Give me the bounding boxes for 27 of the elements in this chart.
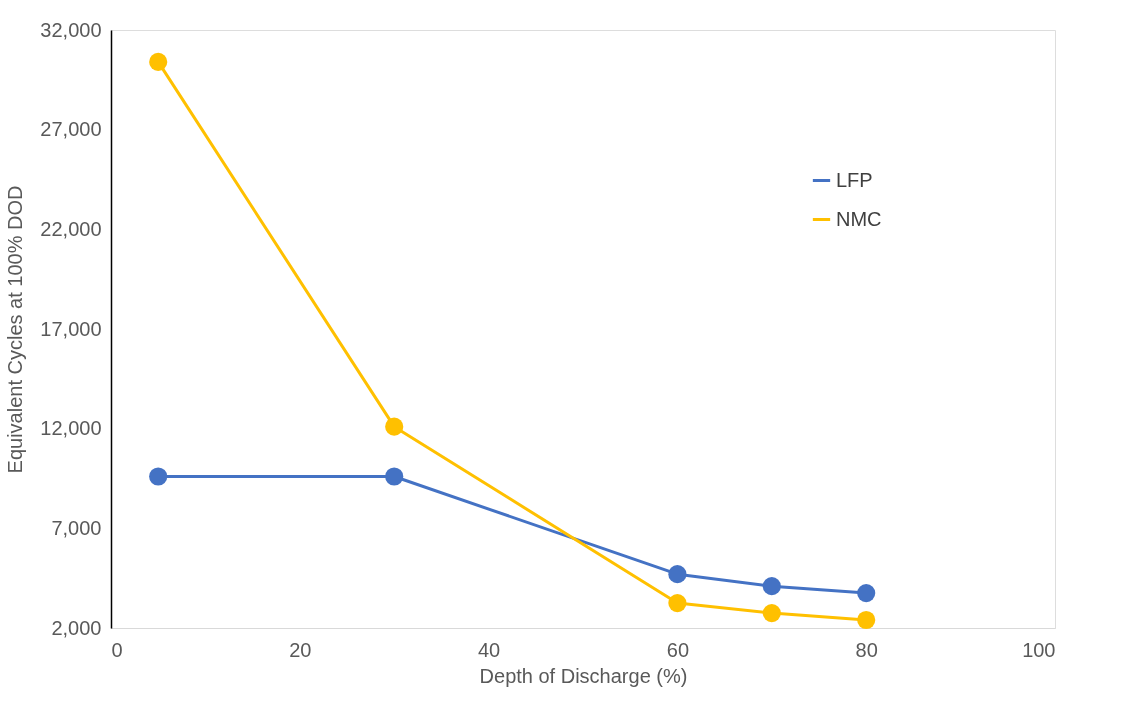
y-tick-label: 17,000 bbox=[40, 317, 102, 340]
x-axis-title: Depth of Discharge (%) bbox=[479, 664, 688, 687]
y-axis-title: Equivalent Cycles at 100% DOD bbox=[4, 185, 27, 474]
point bbox=[149, 52, 168, 71]
point bbox=[857, 610, 876, 630]
x-tick-label: 60 bbox=[666, 638, 690, 661]
y-tick-label: 27,000 bbox=[40, 118, 102, 141]
x-tick-label: 0 bbox=[111, 638, 123, 661]
point bbox=[762, 577, 781, 596]
y-tick-label: 2,000 bbox=[51, 616, 102, 639]
y-tick-label: 22,000 bbox=[40, 217, 102, 240]
x-tick-label: 20 bbox=[289, 638, 312, 661]
point bbox=[385, 417, 404, 436]
y-tick-label: 7,000 bbox=[51, 516, 102, 539]
point bbox=[149, 467, 168, 486]
point bbox=[385, 467, 404, 486]
x-tick-label: 100 bbox=[1022, 638, 1056, 661]
x-tick-label: 80 bbox=[855, 638, 878, 661]
legend-label: NMC bbox=[836, 207, 882, 230]
point bbox=[668, 565, 687, 584]
point bbox=[762, 603, 781, 623]
x-tick-label: 40 bbox=[477, 638, 501, 661]
y-tick-label: 32,000 bbox=[40, 18, 102, 41]
point bbox=[857, 584, 876, 603]
y-tick-label: 12,000 bbox=[40, 417, 102, 440]
point bbox=[668, 594, 687, 613]
legend-label: LFP bbox=[836, 168, 873, 191]
